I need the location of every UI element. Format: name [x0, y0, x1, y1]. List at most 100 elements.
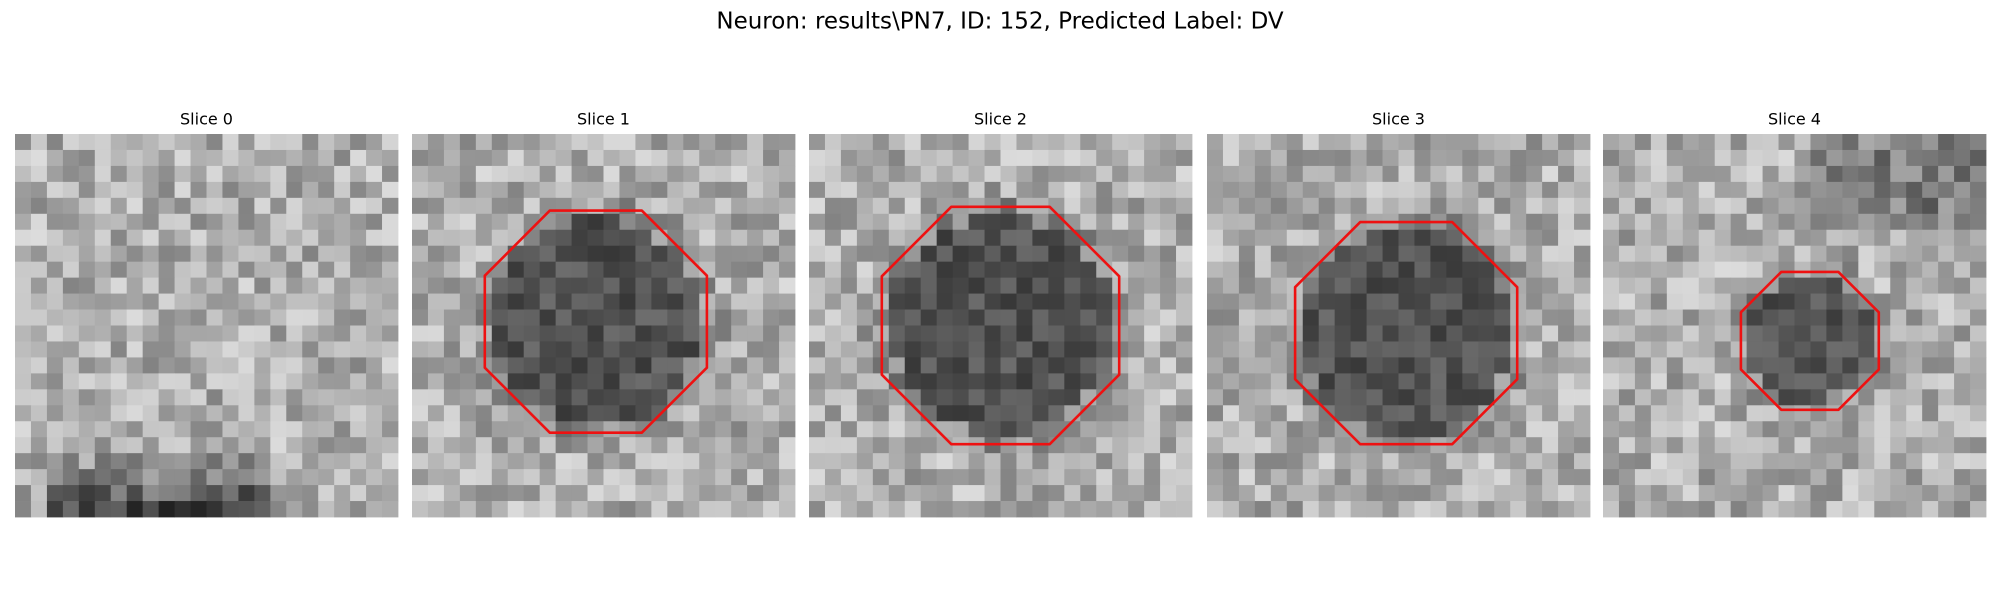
pixel	[1176, 373, 1193, 390]
pixel	[1207, 469, 1224, 486]
pixel	[731, 197, 748, 215]
pixel	[1826, 181, 1843, 199]
pixel	[1810, 261, 1827, 279]
pixel	[174, 453, 191, 470]
pixel	[1176, 341, 1193, 358]
pixel	[1922, 213, 1939, 231]
pixel	[110, 485, 128, 502]
pixel	[1032, 293, 1049, 310]
pixel	[1270, 293, 1288, 310]
pixel	[382, 261, 399, 279]
pixel	[1350, 149, 1367, 167]
pixel	[78, 341, 96, 358]
pixel	[936, 309, 954, 326]
pixel	[350, 453, 367, 470]
pixel	[1350, 229, 1367, 247]
pixel	[763, 437, 780, 454]
pixel	[459, 309, 477, 326]
pixel	[302, 469, 319, 486]
pixel	[840, 197, 858, 215]
pixel	[443, 341, 461, 358]
pixel	[1794, 453, 1811, 470]
pixel	[15, 485, 32, 502]
pixel	[1207, 453, 1224, 470]
pixel	[443, 437, 461, 454]
pixel	[715, 149, 732, 167]
pixel	[1794, 165, 1811, 183]
pixel	[1526, 485, 1543, 502]
pixel	[1016, 309, 1033, 326]
pixel	[952, 165, 969, 183]
pixel	[635, 437, 652, 454]
pixel	[1254, 134, 1272, 151]
pixel	[475, 213, 493, 231]
pixel	[491, 421, 509, 438]
pixel	[1826, 229, 1843, 247]
pixel	[603, 277, 620, 294]
pixel	[78, 421, 96, 438]
pixel	[286, 501, 303, 518]
pixel	[443, 357, 461, 374]
pixel	[1064, 373, 1081, 390]
pixel	[1350, 277, 1367, 294]
pixel	[1794, 357, 1811, 374]
pixel	[1634, 341, 1652, 358]
pixel	[1698, 213, 1716, 231]
pixel	[1746, 437, 1763, 454]
pixel	[254, 261, 271, 279]
pixel	[635, 357, 652, 374]
pixel	[635, 181, 652, 199]
pixel	[1207, 485, 1224, 502]
pixel	[78, 245, 96, 263]
pixel	[1382, 277, 1399, 294]
pixel	[1176, 437, 1193, 454]
pixel	[1112, 453, 1129, 470]
pixel	[1414, 293, 1431, 310]
pixel	[1574, 229, 1591, 247]
pixel	[1286, 501, 1304, 518]
pixel	[715, 213, 732, 231]
pixel	[1144, 453, 1161, 470]
pixel	[1128, 229, 1145, 247]
pixel	[1698, 309, 1716, 326]
pixel	[539, 405, 557, 422]
pixel	[1906, 261, 1923, 279]
pixel	[1302, 357, 1320, 374]
pixel	[174, 405, 191, 422]
pixel	[382, 181, 399, 199]
pixel	[1382, 469, 1399, 486]
pixel	[1603, 245, 1620, 263]
pixel	[78, 277, 96, 294]
pixel	[126, 309, 144, 326]
pixel	[920, 197, 938, 215]
pixel	[254, 453, 271, 470]
pixel	[1478, 357, 1495, 374]
pixel	[46, 309, 64, 326]
pixel	[1730, 229, 1748, 247]
pixel	[334, 389, 351, 406]
pixel	[1810, 197, 1827, 215]
pixel	[1144, 165, 1161, 183]
pixel	[443, 181, 461, 199]
pixel	[1810, 181, 1827, 199]
pixel	[1794, 389, 1811, 406]
pixel	[366, 277, 383, 294]
pixel	[715, 134, 732, 151]
pixel	[206, 405, 223, 422]
pixel	[920, 341, 938, 358]
pixel	[78, 373, 96, 390]
pixel	[539, 485, 557, 502]
pixel	[1890, 277, 1907, 294]
pixel	[683, 389, 700, 406]
pixel	[206, 165, 223, 183]
pixel	[587, 134, 604, 151]
pixel	[904, 437, 922, 454]
pixel	[1462, 437, 1479, 454]
pixel	[254, 389, 271, 406]
pixel	[1558, 181, 1575, 199]
pixel	[1446, 325, 1463, 342]
pixel	[1970, 341, 1987, 358]
pixel	[1938, 325, 1955, 342]
pixel	[459, 421, 477, 438]
segmentation-contour	[1739, 270, 1881, 412]
